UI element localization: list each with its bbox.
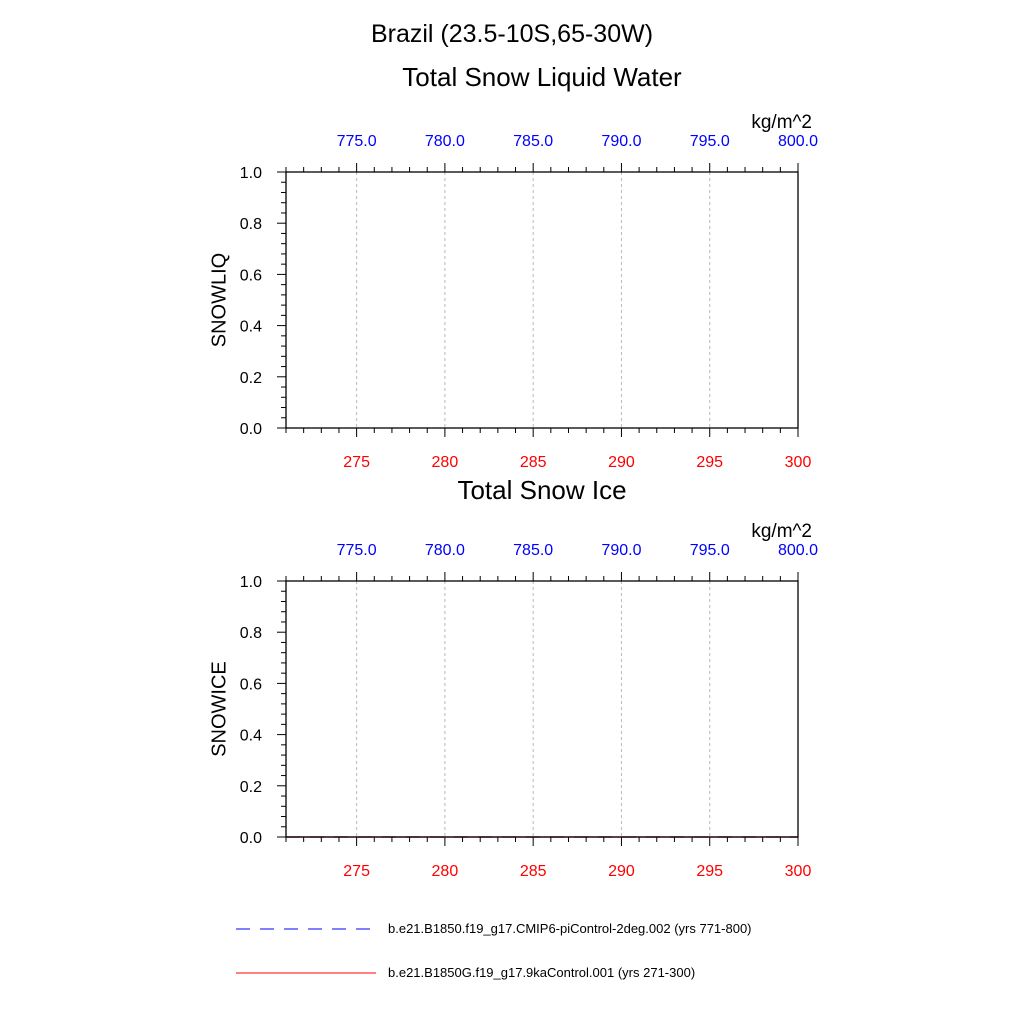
panels: Total Snow Liquid Water kg/m^2 SNOWLIQ 0.0 0… [208,62,818,880]
x-bottom-tick-label: 290 [608,863,635,880]
x-top-tick-label: 800.0 [778,133,818,150]
units-label: kg/m^2 [751,521,812,542]
plot-frame [285,580,799,838]
legend-label: b.e21.B1850G.f19_g17.9kaControl.001 (yrs… [388,965,695,980]
x-bottom-tick-label: 300 [785,863,812,880]
x-top-tick-label: 800.0 [778,542,818,559]
x-bottom-tick-label: 285 [520,454,547,471]
x-top-tick-label: 775.0 [337,542,377,559]
y-tick-label: 0.2 [240,370,262,387]
x-bottom-tick-label: 300 [785,454,812,471]
panel-title: Total Snow Ice [457,475,626,505]
x-bottom-tick-label: 290 [608,454,635,471]
x-top-tick-label: 785.0 [513,542,553,559]
x-bottom-tick-label: 295 [696,454,723,471]
x-top-tick-label: 780.0 [425,542,465,559]
legend-label: b.e21.B1850.f19_g17.CMIP6-piControl-2deg… [388,921,752,936]
y-tick-label: 1.0 [240,574,262,591]
x-bottom-tick-label: 280 [432,454,459,471]
y-tick-label: 1.0 [240,165,262,182]
y-tick-label: 0.0 [240,830,262,847]
y-tick-label: 0.8 [240,216,262,233]
y-tick-label: 0.6 [240,267,262,284]
x-top-tick-label: 785.0 [513,133,553,150]
y-tick-label: 0.0 [240,421,262,438]
x-top-tick-label: 775.0 [337,133,377,150]
y-tick-label: 0.2 [240,779,262,796]
y-axis-label: SNOWICE [208,661,230,757]
x-top-tick-label: 790.0 [601,542,641,559]
y-tick-label: 0.4 [240,319,262,336]
x-top-tick-label: 795.0 [690,133,730,150]
x-top-tick-label: 790.0 [601,133,641,150]
panel-title: Total Snow Liquid Water [402,62,682,92]
chart-panel-2: Total Snow Ice kg/m^2 SNOWICE 0.0 0.2 0.4 0.6 0… [208,475,818,880]
y-axis-label: SNOWLIQ [208,253,230,347]
x-bottom-tick-label: 275 [343,863,370,880]
x-bottom-tick-label: 275 [343,454,370,471]
legend: b.e21.B1850.f19_g17.CMIP6-piControl-2deg… [236,921,752,980]
x-top-tick-label: 780.0 [425,133,465,150]
x-top-tick-label: 795.0 [690,542,730,559]
units-label: kg/m^2 [751,112,812,133]
chart-panel-1: Total Snow Liquid Water kg/m^2 SNOWLIQ 0.0 0… [208,62,818,471]
x-bottom-tick-label: 285 [520,863,547,880]
y-tick-label: 0.6 [240,676,262,693]
plot-frame [285,171,799,429]
x-bottom-tick-label: 295 [696,863,723,880]
y-tick-label: 0.4 [240,728,262,745]
figure-title: Brazil (23.5-10S,65-30W) [371,20,653,48]
x-bottom-tick-label: 280 [432,863,459,880]
y-tick-label: 0.8 [240,625,262,642]
